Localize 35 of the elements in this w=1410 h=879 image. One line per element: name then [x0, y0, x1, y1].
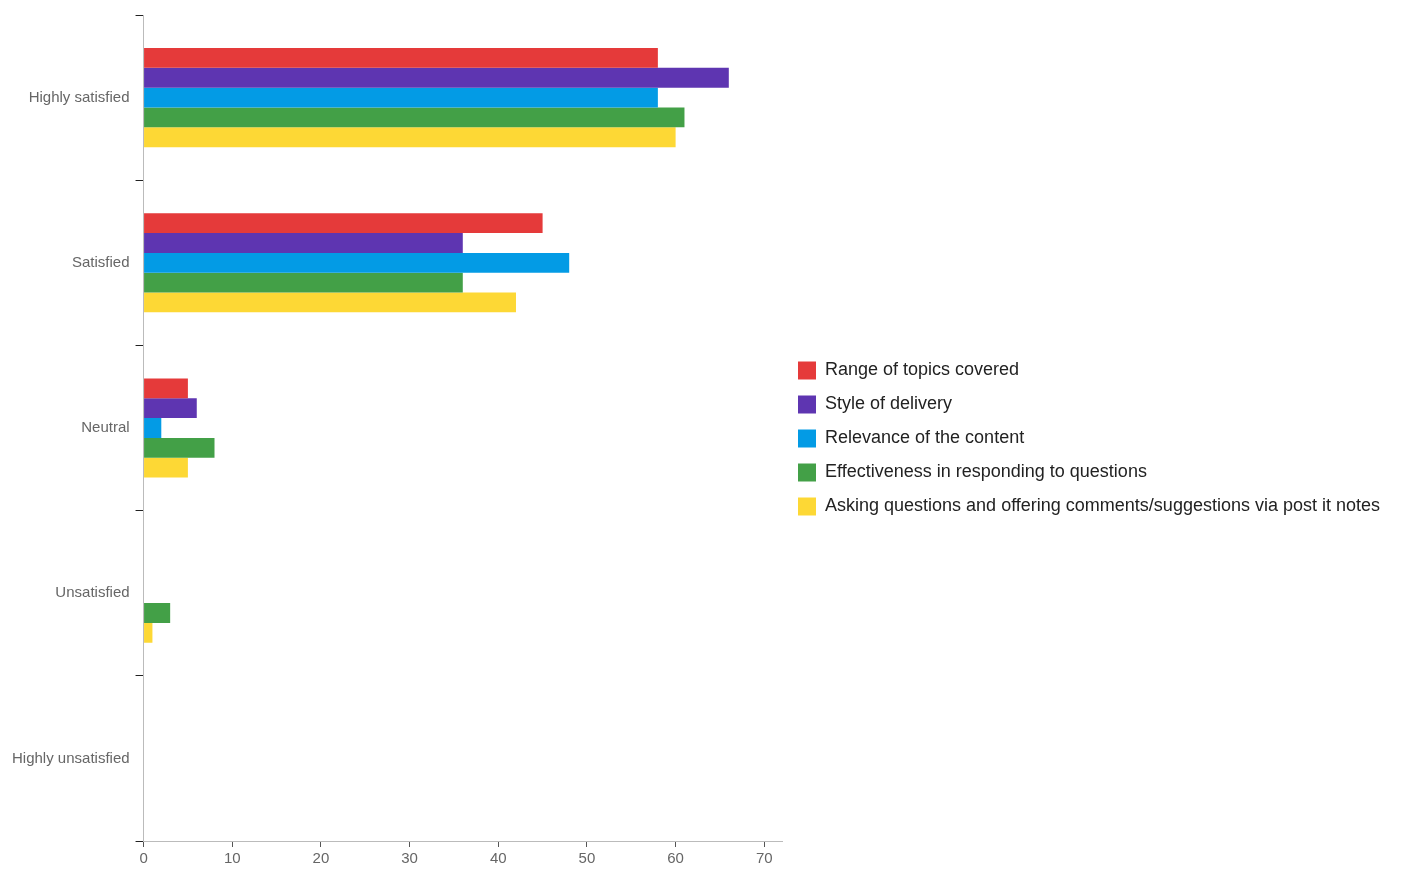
bar [144, 107, 685, 128]
bar [144, 233, 463, 253]
y-tick-label: Highly unsatisfied [12, 748, 130, 766]
x-tick-label: 60 [667, 849, 684, 867]
bar [144, 398, 197, 419]
bar [144, 603, 171, 623]
x-tick-label: 40 [489, 849, 507, 867]
x-tick-label: 30 [401, 849, 418, 867]
bar [144, 87, 658, 108]
y-tick-label: Neutral [81, 418, 130, 436]
y-tick-label: Highly satisfied [28, 87, 130, 105]
y-tick-label: Unsatisfied [55, 583, 130, 601]
bar [144, 378, 188, 399]
x-tick-label: 10 [223, 849, 241, 867]
x-tick-label: 20 [312, 849, 330, 867]
legend-label: Relevance of the content [825, 427, 1025, 448]
y-tick-label: Satisfied [72, 252, 130, 270]
legend-label: Range of topics covered [825, 359, 1020, 380]
legend-label: Effectiveness in responding to questions [825, 461, 1147, 482]
bar [144, 457, 188, 478]
x-tick-label: 50 [578, 849, 596, 867]
bar [144, 213, 543, 234]
legend-label: Style of delivery [825, 393, 953, 414]
bar [144, 272, 463, 293]
bar [144, 127, 676, 148]
bar [144, 622, 153, 643]
bar [144, 418, 162, 438]
bar [144, 67, 729, 88]
x-tick-label: 70 [755, 849, 773, 867]
bar [144, 252, 570, 273]
bar [144, 48, 658, 68]
x-tick-label: 0 [139, 849, 148, 867]
bar [144, 292, 516, 313]
legend-label: Asking questions and offering comments/suggestions via post it notes [825, 495, 1381, 516]
bar [144, 437, 215, 458]
